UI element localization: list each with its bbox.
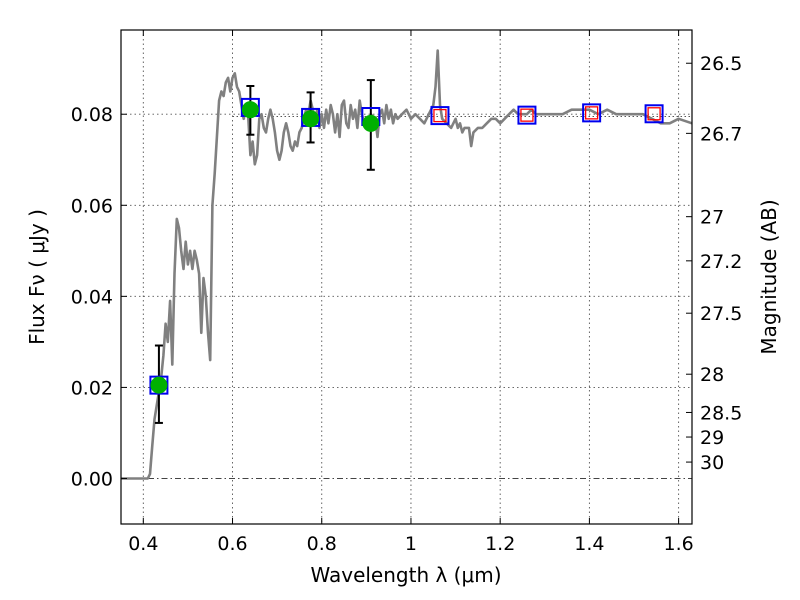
x-tick-label: 0.4 [128, 533, 158, 555]
model-photometry-marker [644, 104, 664, 124]
right-tick-label: 28.5 [700, 402, 742, 424]
upper-limit-marker [433, 108, 447, 123]
x-tick-label: 1.6 [664, 533, 694, 555]
upper-limit-marker [647, 107, 661, 121]
right-tick-label: 30 [700, 452, 724, 474]
observed-flux-point [302, 110, 320, 128]
y-tick-label: 0.00 [71, 468, 113, 490]
y-tick-label: 0.02 [71, 377, 113, 399]
model-photometry-marker [517, 105, 537, 125]
observed-flux-point [150, 376, 168, 394]
right-tick-label: 26.7 [700, 123, 742, 145]
right-tick-label: 26.5 [700, 53, 742, 75]
tick-label-layer: 0.4 0.6 0.8 1 1.2 1.4 1.6 0.00 0.02 0.04 0.06 0.08 2… [71, 53, 743, 555]
right-tick-label: 27.5 [700, 303, 742, 325]
x-tick-label: 1.2 [485, 533, 515, 555]
upper-limit-marker [584, 106, 599, 120]
sed-curve-layer [121, 49, 693, 480]
x-tick-label: 0.6 [217, 533, 247, 555]
y-axis-label: Flux Fν ( μJy ) [25, 209, 49, 345]
y-tick-label: 0.08 [71, 104, 113, 126]
marker-layer [149, 97, 664, 395]
y-tick-label: 0.04 [71, 286, 113, 308]
observed-flux-point [241, 101, 259, 119]
upper-limit-marker [520, 108, 534, 122]
right-tick-label: 27.2 [700, 251, 742, 273]
x-axis-label: Wavelength λ (μm) [310, 563, 501, 587]
plot-frame [120, 29, 693, 525]
sed-model-curve [121, 49, 693, 480]
right-tick-label: 28 [700, 364, 724, 386]
right-axis-label: Magnitude (AB) [757, 199, 781, 354]
x-tick-label: 1 [405, 533, 417, 555]
right-tick-label: 29 [700, 427, 724, 449]
x-tick-label: 0.8 [307, 533, 337, 555]
y-tick-label: 0.06 [71, 195, 113, 217]
observed-flux-point [362, 114, 380, 132]
model-photometry-marker [430, 106, 450, 126]
grid-layer [121, 30, 692, 524]
model-photometry-marker [582, 103, 602, 123]
tick-layer [121, 30, 692, 524]
right-tick-label: 27 [700, 207, 724, 229]
x-tick-label: 1.4 [574, 533, 604, 555]
